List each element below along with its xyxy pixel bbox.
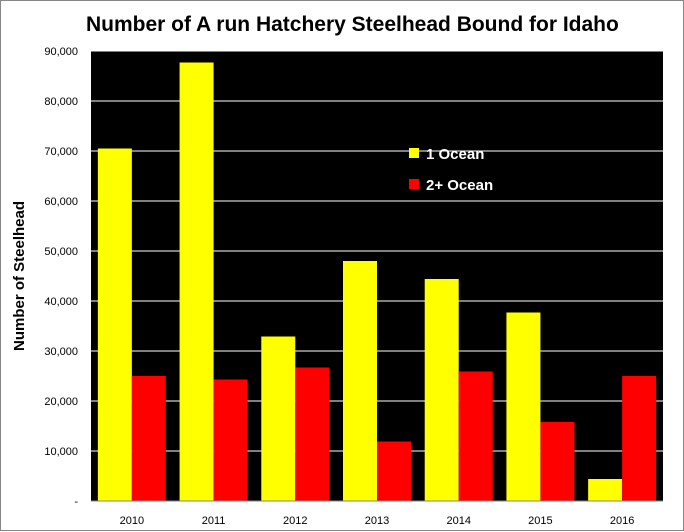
bars: [97, 62, 657, 501]
y-tick-label: -: [74, 496, 78, 508]
legend-swatch: [409, 179, 419, 189]
y-tick-label: 90,000: [44, 46, 78, 58]
x-tick-label: 2013: [365, 515, 389, 527]
y-tick-label: 80,000: [44, 96, 78, 108]
bar-2-ocean-2011: [213, 379, 248, 501]
bar-1-ocean-2011: [179, 62, 214, 501]
bar-1-ocean-2013: [343, 261, 377, 501]
bar-1-ocean-2012: [261, 336, 296, 501]
y-tick-label: 60,000: [44, 196, 78, 208]
x-tick-label: 2010: [120, 515, 144, 527]
y-tick-label: 30,000: [44, 346, 78, 358]
chart-title: Number of A run Hatchery Steelhead Bound…: [86, 13, 619, 36]
legend-label: 1 Ocean: [426, 146, 484, 163]
y-axis-ticks: - 10,000 20,000 30,000 40,000 50,000 60,000 70,…: [44, 46, 78, 508]
y-tick-label: 10,000: [44, 446, 78, 458]
bar-1-ocean-2010: [97, 148, 132, 501]
y-tick-label: 70,000: [44, 146, 78, 158]
x-tick-label: 2016: [610, 515, 634, 527]
bar-1-ocean-2016: [588, 479, 623, 501]
bar-1-ocean-2014: [424, 279, 459, 501]
x-tick-label: 2011: [202, 515, 226, 527]
bar-2-ocean-2015: [540, 422, 575, 501]
x-tick-label: 2012: [283, 515, 307, 527]
y-tick-label: 50,000: [44, 246, 78, 258]
legend: 1 Ocean 2+ Ocean: [409, 146, 493, 194]
x-axis-ticks: 2010 2011 2012 2013 2014 2015 2016: [120, 515, 635, 527]
x-tick-label: 2014: [446, 515, 470, 527]
bar-2-ocean-2016: [622, 376, 657, 501]
legend-label: 2+ Ocean: [426, 177, 493, 194]
y-axis-label: Number of Steelhead: [11, 201, 28, 351]
y-tick-label: 40,000: [44, 296, 78, 308]
bar-2-ocean-2014: [458, 371, 493, 501]
y-tick-label: 20,000: [44, 396, 78, 408]
bar-2-ocean-2010: [131, 376, 166, 501]
legend-swatch: [409, 148, 419, 158]
bar-2-ocean-2013: [377, 441, 411, 501]
x-tick-label: 2015: [528, 515, 552, 527]
bar-1-ocean-2015: [506, 312, 541, 501]
bar-2-ocean-2012: [295, 367, 330, 501]
